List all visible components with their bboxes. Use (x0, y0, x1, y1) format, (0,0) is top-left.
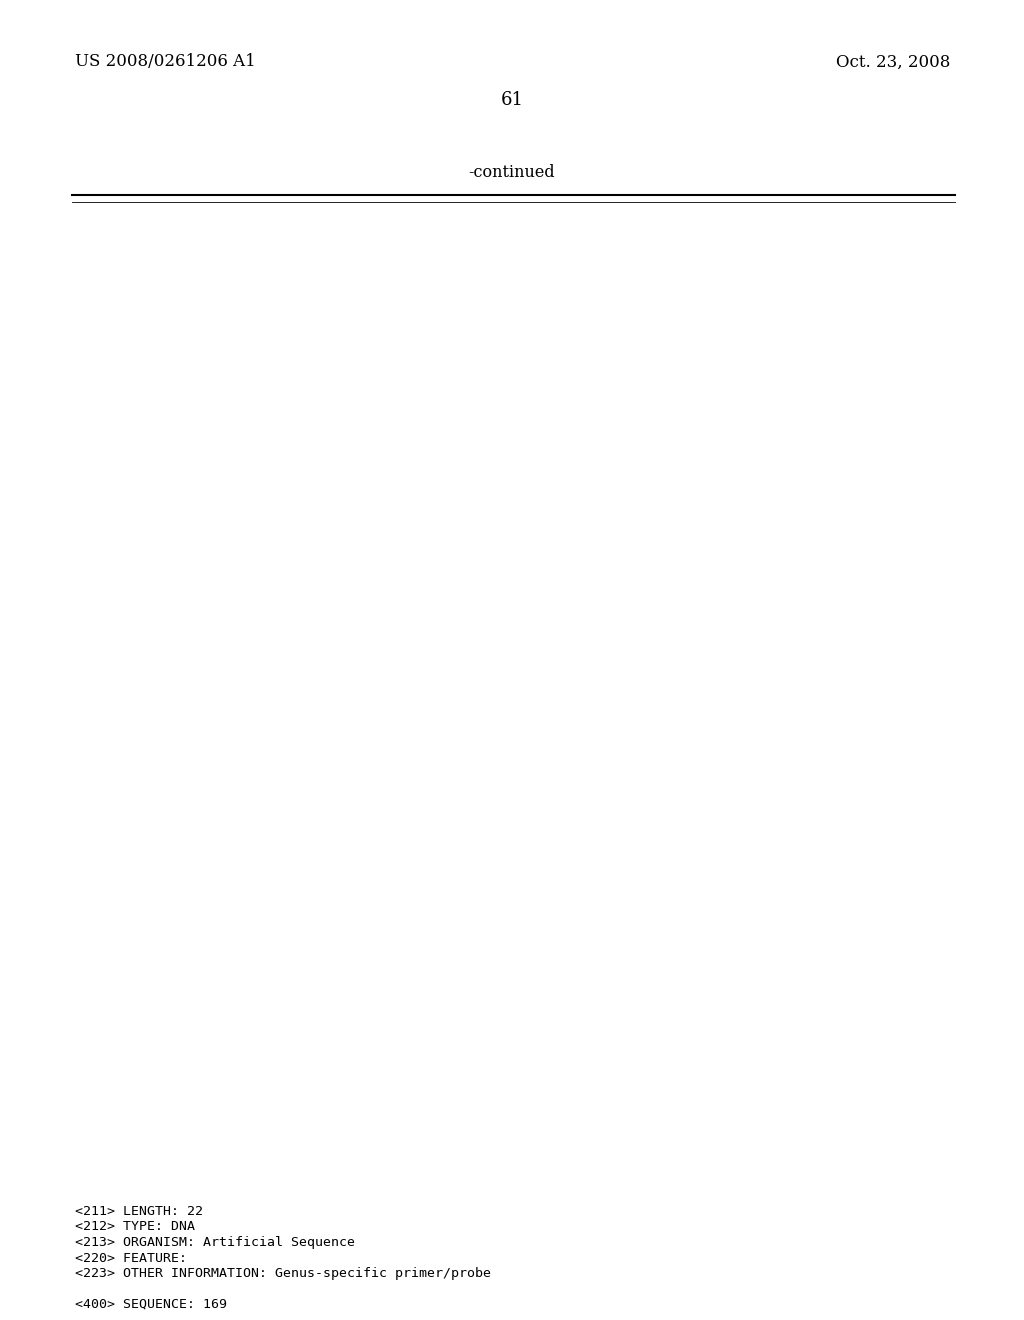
Text: <400> SEQUENCE: 169: <400> SEQUENCE: 169 (75, 1298, 227, 1311)
Text: <220> FEATURE:: <220> FEATURE: (75, 1251, 187, 1265)
Text: US 2008/0261206 A1: US 2008/0261206 A1 (75, 54, 256, 70)
Text: 61: 61 (501, 91, 523, 110)
Text: <223> OTHER INFORMATION: Genus-specific primer/probe: <223> OTHER INFORMATION: Genus-specific … (75, 1267, 490, 1280)
Text: -continued: -continued (469, 164, 555, 181)
Text: <212> TYPE: DNA: <212> TYPE: DNA (75, 1221, 195, 1233)
Text: <213> ORGANISM: Artificial Sequence: <213> ORGANISM: Artificial Sequence (75, 1236, 355, 1249)
Text: <211> LENGTH: 22: <211> LENGTH: 22 (75, 1205, 203, 1218)
Text: Oct. 23, 2008: Oct. 23, 2008 (836, 54, 950, 70)
